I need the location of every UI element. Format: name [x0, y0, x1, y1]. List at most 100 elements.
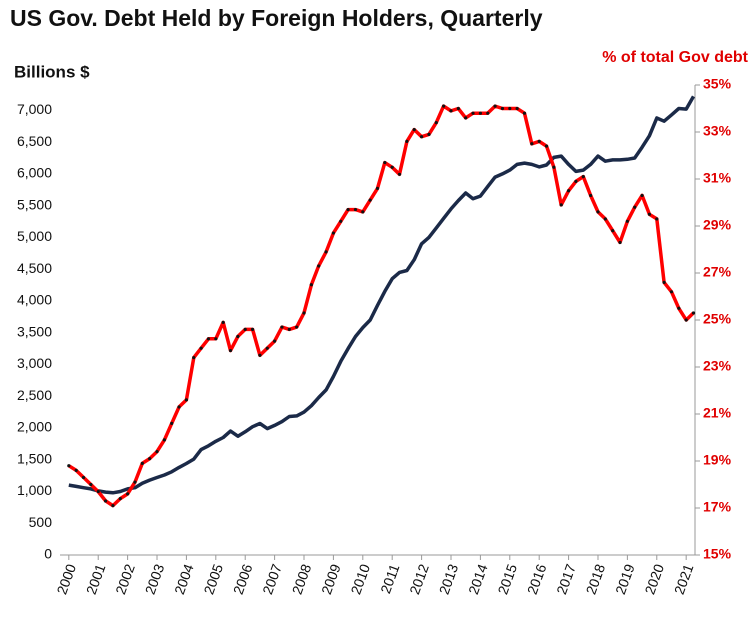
y2-tick-label: 21% — [703, 405, 732, 421]
point-marker — [287, 327, 291, 331]
point-marker — [214, 337, 218, 341]
y-tick-label: 2,000 — [17, 419, 52, 435]
point-marker — [427, 132, 431, 136]
x-tick-label: 2017 — [553, 562, 579, 597]
point-marker — [566, 189, 571, 193]
point-marker — [589, 193, 593, 198]
y-tick-label: 6,000 — [17, 165, 52, 181]
x-tick-label: 2002 — [112, 562, 138, 597]
y2-tick-label: 17% — [703, 499, 732, 515]
point-marker — [574, 179, 578, 183]
point-marker — [199, 346, 203, 350]
x-tick-label: 2015 — [494, 562, 520, 597]
series-line — [67, 104, 695, 508]
y-tick-label: 6,500 — [17, 133, 52, 149]
x-tick-label: 2008 — [289, 562, 315, 597]
point-marker — [530, 142, 534, 146]
point-marker — [273, 339, 277, 343]
point-marker — [596, 210, 600, 214]
point-marker — [655, 217, 659, 221]
point-marker — [397, 172, 402, 176]
point-marker — [537, 139, 541, 143]
point-marker — [324, 250, 328, 254]
point-marker — [493, 104, 497, 108]
point-marker — [243, 327, 247, 331]
point-marker — [412, 128, 416, 132]
point-marker — [544, 144, 549, 148]
y2-tick-label: 31% — [703, 170, 732, 186]
point-marker — [221, 320, 225, 324]
point-marker — [280, 325, 284, 329]
x-tick-label: 2009 — [318, 562, 344, 597]
point-marker — [184, 398, 189, 402]
point-marker — [302, 311, 306, 315]
point-marker — [581, 175, 585, 179]
x-tick-label: 2011 — [377, 562, 402, 596]
point-marker — [471, 111, 475, 115]
y2-tick-label: 19% — [703, 452, 732, 468]
point-marker — [81, 475, 86, 480]
point-marker — [140, 461, 144, 465]
point-marker — [236, 334, 240, 339]
point-marker — [449, 109, 453, 113]
x-tick-label: 2013 — [436, 562, 462, 597]
x-tick-label: 2007 — [259, 562, 285, 597]
point-marker — [368, 198, 372, 202]
point-marker — [633, 205, 637, 209]
y2-axis-label: % of total Gov debt — [602, 49, 748, 66]
point-marker — [126, 492, 130, 496]
y-tick-label: 4,500 — [17, 260, 52, 276]
series-line — [68, 95, 696, 495]
point-marker — [405, 139, 409, 143]
y-tick-label: 1,500 — [17, 450, 52, 466]
point-marker — [552, 165, 556, 169]
point-marker — [339, 219, 343, 223]
point-marker — [111, 504, 115, 508]
point-marker — [148, 457, 152, 461]
x-tick-label: 2006 — [230, 562, 256, 597]
point-marker — [603, 217, 607, 221]
y-tick-label: 3,500 — [17, 323, 52, 339]
point-marker — [640, 193, 644, 198]
point-marker — [419, 135, 424, 139]
point-marker — [258, 353, 262, 357]
y-tick-label: 3,000 — [17, 355, 52, 371]
point-marker — [442, 104, 446, 108]
y-tick-label: 5,000 — [17, 228, 52, 244]
point-marker — [133, 480, 137, 484]
y-tick-label: 500 — [29, 514, 53, 530]
x-tick-label: 2016 — [524, 562, 550, 597]
y-tick-label: 7,000 — [17, 101, 52, 117]
point-marker — [647, 212, 652, 216]
point-marker — [383, 160, 387, 165]
x-tick-label: 2003 — [142, 562, 168, 597]
point-marker — [434, 121, 438, 125]
x-tick-label: 2014 — [465, 562, 491, 597]
x-tick-label: 2019 — [612, 562, 638, 597]
point-marker — [170, 421, 174, 425]
point-marker — [559, 203, 563, 207]
point-marker — [625, 219, 629, 223]
x-tick-label: 2020 — [641, 562, 667, 597]
point-marker — [228, 348, 233, 353]
x-tick-label: 2010 — [347, 562, 373, 597]
point-marker — [67, 464, 71, 468]
point-marker — [89, 482, 93, 487]
point-marker — [346, 207, 350, 212]
x-tick-label: 2004 — [171, 562, 197, 597]
y2-tick-label: 27% — [703, 264, 732, 280]
point-marker — [162, 438, 166, 442]
y-tick-label: 2,500 — [17, 387, 52, 403]
point-marker — [96, 489, 100, 494]
point-marker — [295, 325, 299, 329]
point-marker — [375, 186, 380, 190]
point-marker — [309, 283, 313, 287]
point-marker — [500, 106, 505, 111]
point-marker — [103, 499, 108, 503]
point-marker — [478, 111, 482, 115]
point-marker — [250, 327, 255, 331]
point-marker — [390, 165, 394, 169]
point-marker — [206, 337, 211, 341]
y2-tick-label: 35% — [703, 76, 732, 92]
